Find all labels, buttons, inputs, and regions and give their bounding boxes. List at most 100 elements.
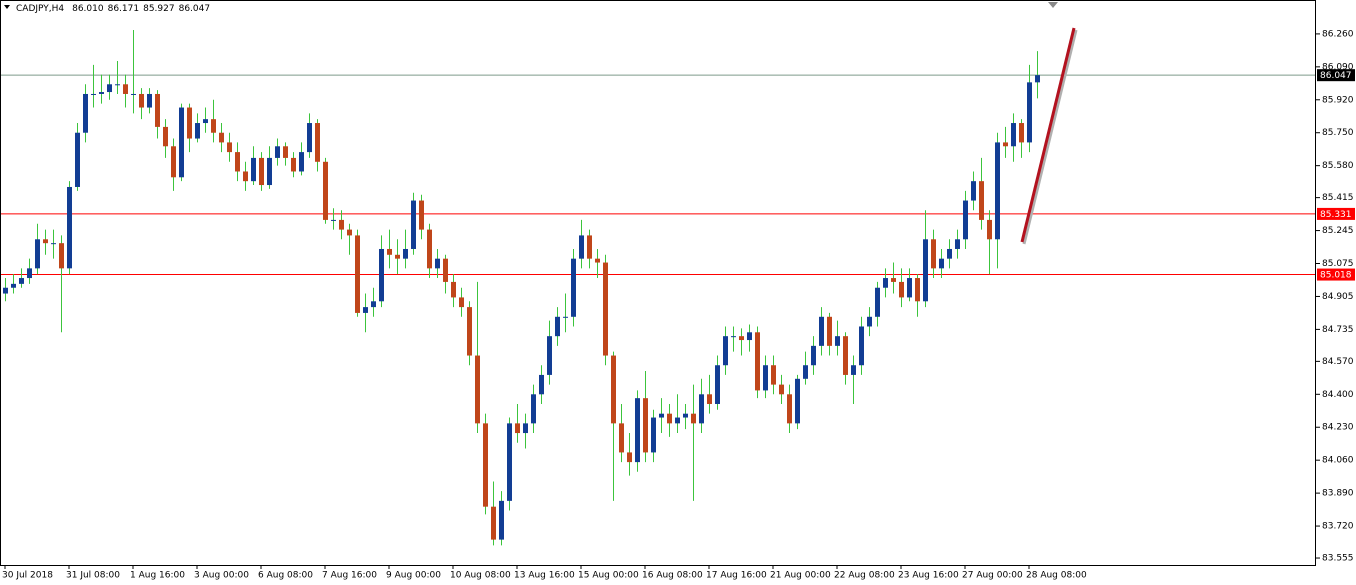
- candle-body: [979, 181, 984, 220]
- candle-body: [995, 142, 1000, 240]
- trend-arrow: [1022, 29, 1078, 245]
- candle-body: [3, 287, 8, 294]
- candle-body: [251, 157, 256, 182]
- candle-body: [683, 413, 688, 418]
- candle-body: [587, 235, 592, 259]
- candle-body: [99, 92, 104, 94]
- y-tick-label: 84.905: [1322, 292, 1354, 302]
- candle-body: [819, 316, 824, 346]
- candle-body: [379, 248, 384, 302]
- candle-body: [179, 107, 184, 178]
- candle-body: [811, 345, 816, 366]
- candle-body: [115, 84, 120, 86]
- x-tick-label: 13 Aug 16:00: [514, 571, 575, 581]
- candle-body: [91, 93, 96, 95]
- x-tick-label: 3 Aug 00:00: [194, 571, 249, 581]
- candle-body: [123, 84, 128, 94]
- candle-body: [75, 132, 80, 187]
- candle-body: [859, 326, 864, 366]
- x-tick-label: 7 Aug 16:00: [322, 571, 377, 581]
- y-tick-label: 84.060: [1322, 456, 1354, 466]
- candle-body: [171, 146, 176, 178]
- y-tick-label: 83.720: [1322, 522, 1354, 532]
- trend-arrow: [1020, 27, 1076, 243]
- candle-body: [163, 126, 168, 147]
- x-tick-label: 21 Aug 00:00: [770, 571, 831, 581]
- candle-body: [27, 268, 32, 279]
- candle-body: [307, 123, 312, 153]
- candle-body: [651, 417, 656, 453]
- y-tick-label: 85.245: [1322, 226, 1354, 236]
- candle-body: [155, 93, 160, 127]
- candle-body: [531, 394, 536, 424]
- y-tick-label: 85.415: [1322, 193, 1354, 203]
- y-tick-label: 84.230: [1322, 423, 1354, 433]
- candle-body: [963, 200, 968, 240]
- candle-body: [787, 394, 792, 424]
- candle-body: [555, 316, 560, 337]
- candle-body: [627, 452, 632, 463]
- candle-body: [571, 258, 576, 317]
- candle-body: [659, 413, 664, 418]
- x-tick-label: 1 Aug 16:00: [130, 571, 185, 581]
- x-tick-label: 9 Aug 00:00: [386, 571, 441, 581]
- candle-body: [883, 278, 888, 288]
- candle-body: [771, 365, 776, 385]
- candle-body: [619, 423, 624, 453]
- candle-body: [699, 394, 704, 424]
- candle-body: [267, 157, 272, 186]
- x-tick-label: 28 Aug 08:00: [1026, 571, 1087, 581]
- candle-body: [275, 146, 280, 158]
- candle-body: [931, 239, 936, 269]
- candle-body: [395, 254, 400, 259]
- candle-body: [19, 278, 24, 284]
- candle-body: [955, 239, 960, 249]
- candle-body: [43, 239, 48, 244]
- candle-body: [435, 258, 440, 269]
- x-tick-label: 27 Aug 00:00: [962, 571, 1023, 581]
- candle-body: [443, 258, 448, 282]
- x-tick-label: 17 Aug 16:00: [706, 571, 767, 581]
- candle-body: [195, 123, 200, 139]
- candle-body: [107, 84, 112, 93]
- candle-body: [139, 93, 144, 108]
- candle-body: [867, 316, 872, 327]
- candle-body: [939, 258, 944, 269]
- candle-body: [467, 307, 472, 356]
- candle-body: [283, 146, 288, 158]
- candle-body: [1027, 82, 1032, 143]
- candle-body: [83, 93, 88, 133]
- y-tick-label: 84.735: [1322, 325, 1354, 335]
- header-value: 86.171: [108, 4, 140, 14]
- candle-body: [331, 219, 336, 221]
- candle-body: [299, 152, 304, 172]
- candle-body: [1035, 75, 1040, 83]
- menu-arrow: [4, 5, 10, 9]
- candle-body: [451, 281, 456, 298]
- candle-body: [539, 374, 544, 395]
- candle-body: [947, 248, 952, 259]
- candle-body: [515, 423, 520, 434]
- candle-body: [915, 278, 920, 302]
- shift-marker: [1048, 2, 1058, 8]
- candle-body: [835, 336, 840, 346]
- candle-body: [891, 278, 896, 282]
- candle-body: [51, 243, 56, 245]
- candle-body: [523, 423, 528, 434]
- x-tick-label: 23 Aug 16:00: [898, 571, 959, 581]
- header-value: 85.927: [143, 4, 175, 14]
- x-tick-label: 6 Aug 08:00: [258, 571, 313, 581]
- candle-body: [227, 142, 232, 153]
- header-value: 86.010: [72, 4, 104, 14]
- level-label: 85.331: [1320, 210, 1352, 220]
- candle-body: [347, 229, 352, 236]
- candle-body: [595, 258, 600, 263]
- candle-body: [499, 500, 504, 540]
- candle-body: [795, 378, 800, 424]
- candle-body: [339, 219, 344, 230]
- candle-body: [899, 281, 904, 298]
- x-tick-label: 22 Aug 08:00: [834, 571, 895, 581]
- y-tick-label: 84.570: [1322, 357, 1354, 367]
- candle-body: [907, 278, 912, 298]
